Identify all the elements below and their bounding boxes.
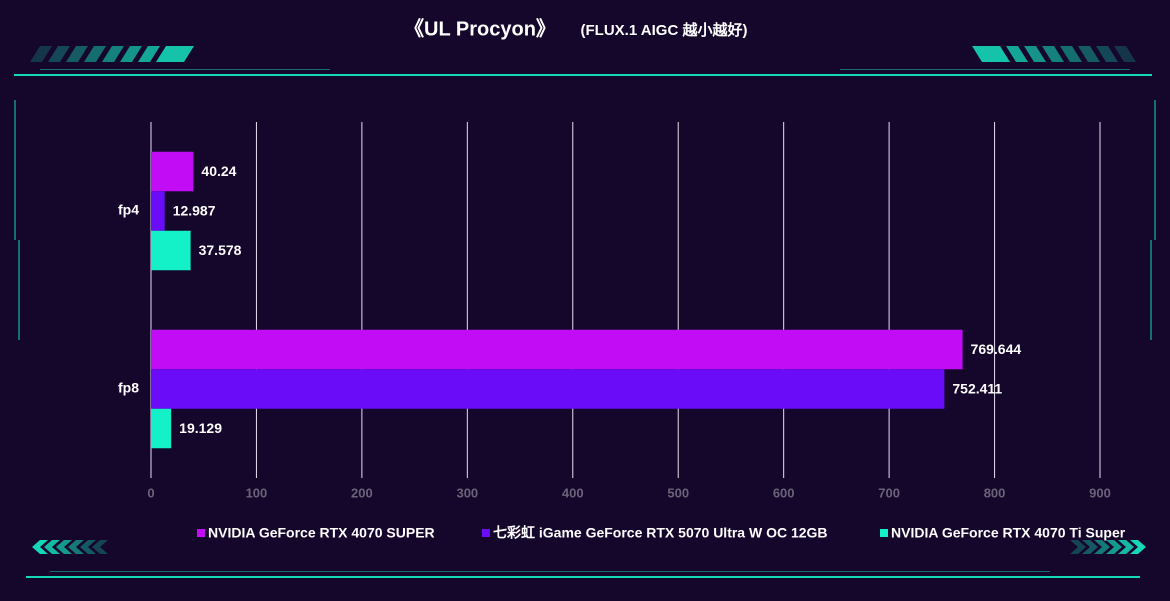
x-tick-label: 900: [1089, 485, 1111, 500]
x-tick-label: 0: [147, 485, 154, 500]
decoration: [14, 46, 1156, 578]
y-tick-label: fp4: [118, 202, 139, 218]
bar: [151, 408, 172, 449]
chart-subtitle: (FLUX.1 AIGC 越小越好): [581, 21, 748, 39]
legend-label: NVIDIA GeForce RTX 4070 Ti Super: [891, 525, 1126, 541]
x-tick-label: 500: [667, 485, 689, 500]
value-label: 12.987: [173, 203, 216, 219]
chart-title: 《UL Procyon》: [404, 17, 556, 40]
x-tick-label: 800: [984, 485, 1006, 500]
value-label: 40.24: [201, 163, 236, 179]
x-tick-label: 700: [878, 485, 900, 500]
bar: [151, 191, 165, 231]
x-tick-label: 200: [351, 485, 373, 500]
bar: [151, 151, 194, 192]
value-label: 37.578: [199, 242, 242, 258]
bar: [151, 369, 945, 409]
y-tick-label: fp8: [118, 380, 139, 396]
legend-label: NVIDIA GeForce RTX 4070 SUPER: [208, 525, 435, 541]
legend-swatch: [197, 529, 205, 537]
value-label: 752.411: [952, 381, 1002, 397]
legend-swatch: [880, 529, 888, 537]
x-tick-label: 600: [773, 485, 795, 500]
value-label: 769.644: [971, 341, 1022, 357]
x-tick-label: 100: [246, 485, 268, 500]
bar: [151, 230, 191, 271]
legend-label: 七彩虹 iGame GeForce RTX 5070 Ultra W OC 12…: [493, 525, 828, 541]
x-tick-label: 300: [456, 485, 478, 500]
x-tick-label: 400: [562, 485, 584, 500]
value-label: 19.129: [179, 420, 222, 436]
legend-swatch: [482, 529, 490, 537]
bar: [151, 329, 963, 370]
